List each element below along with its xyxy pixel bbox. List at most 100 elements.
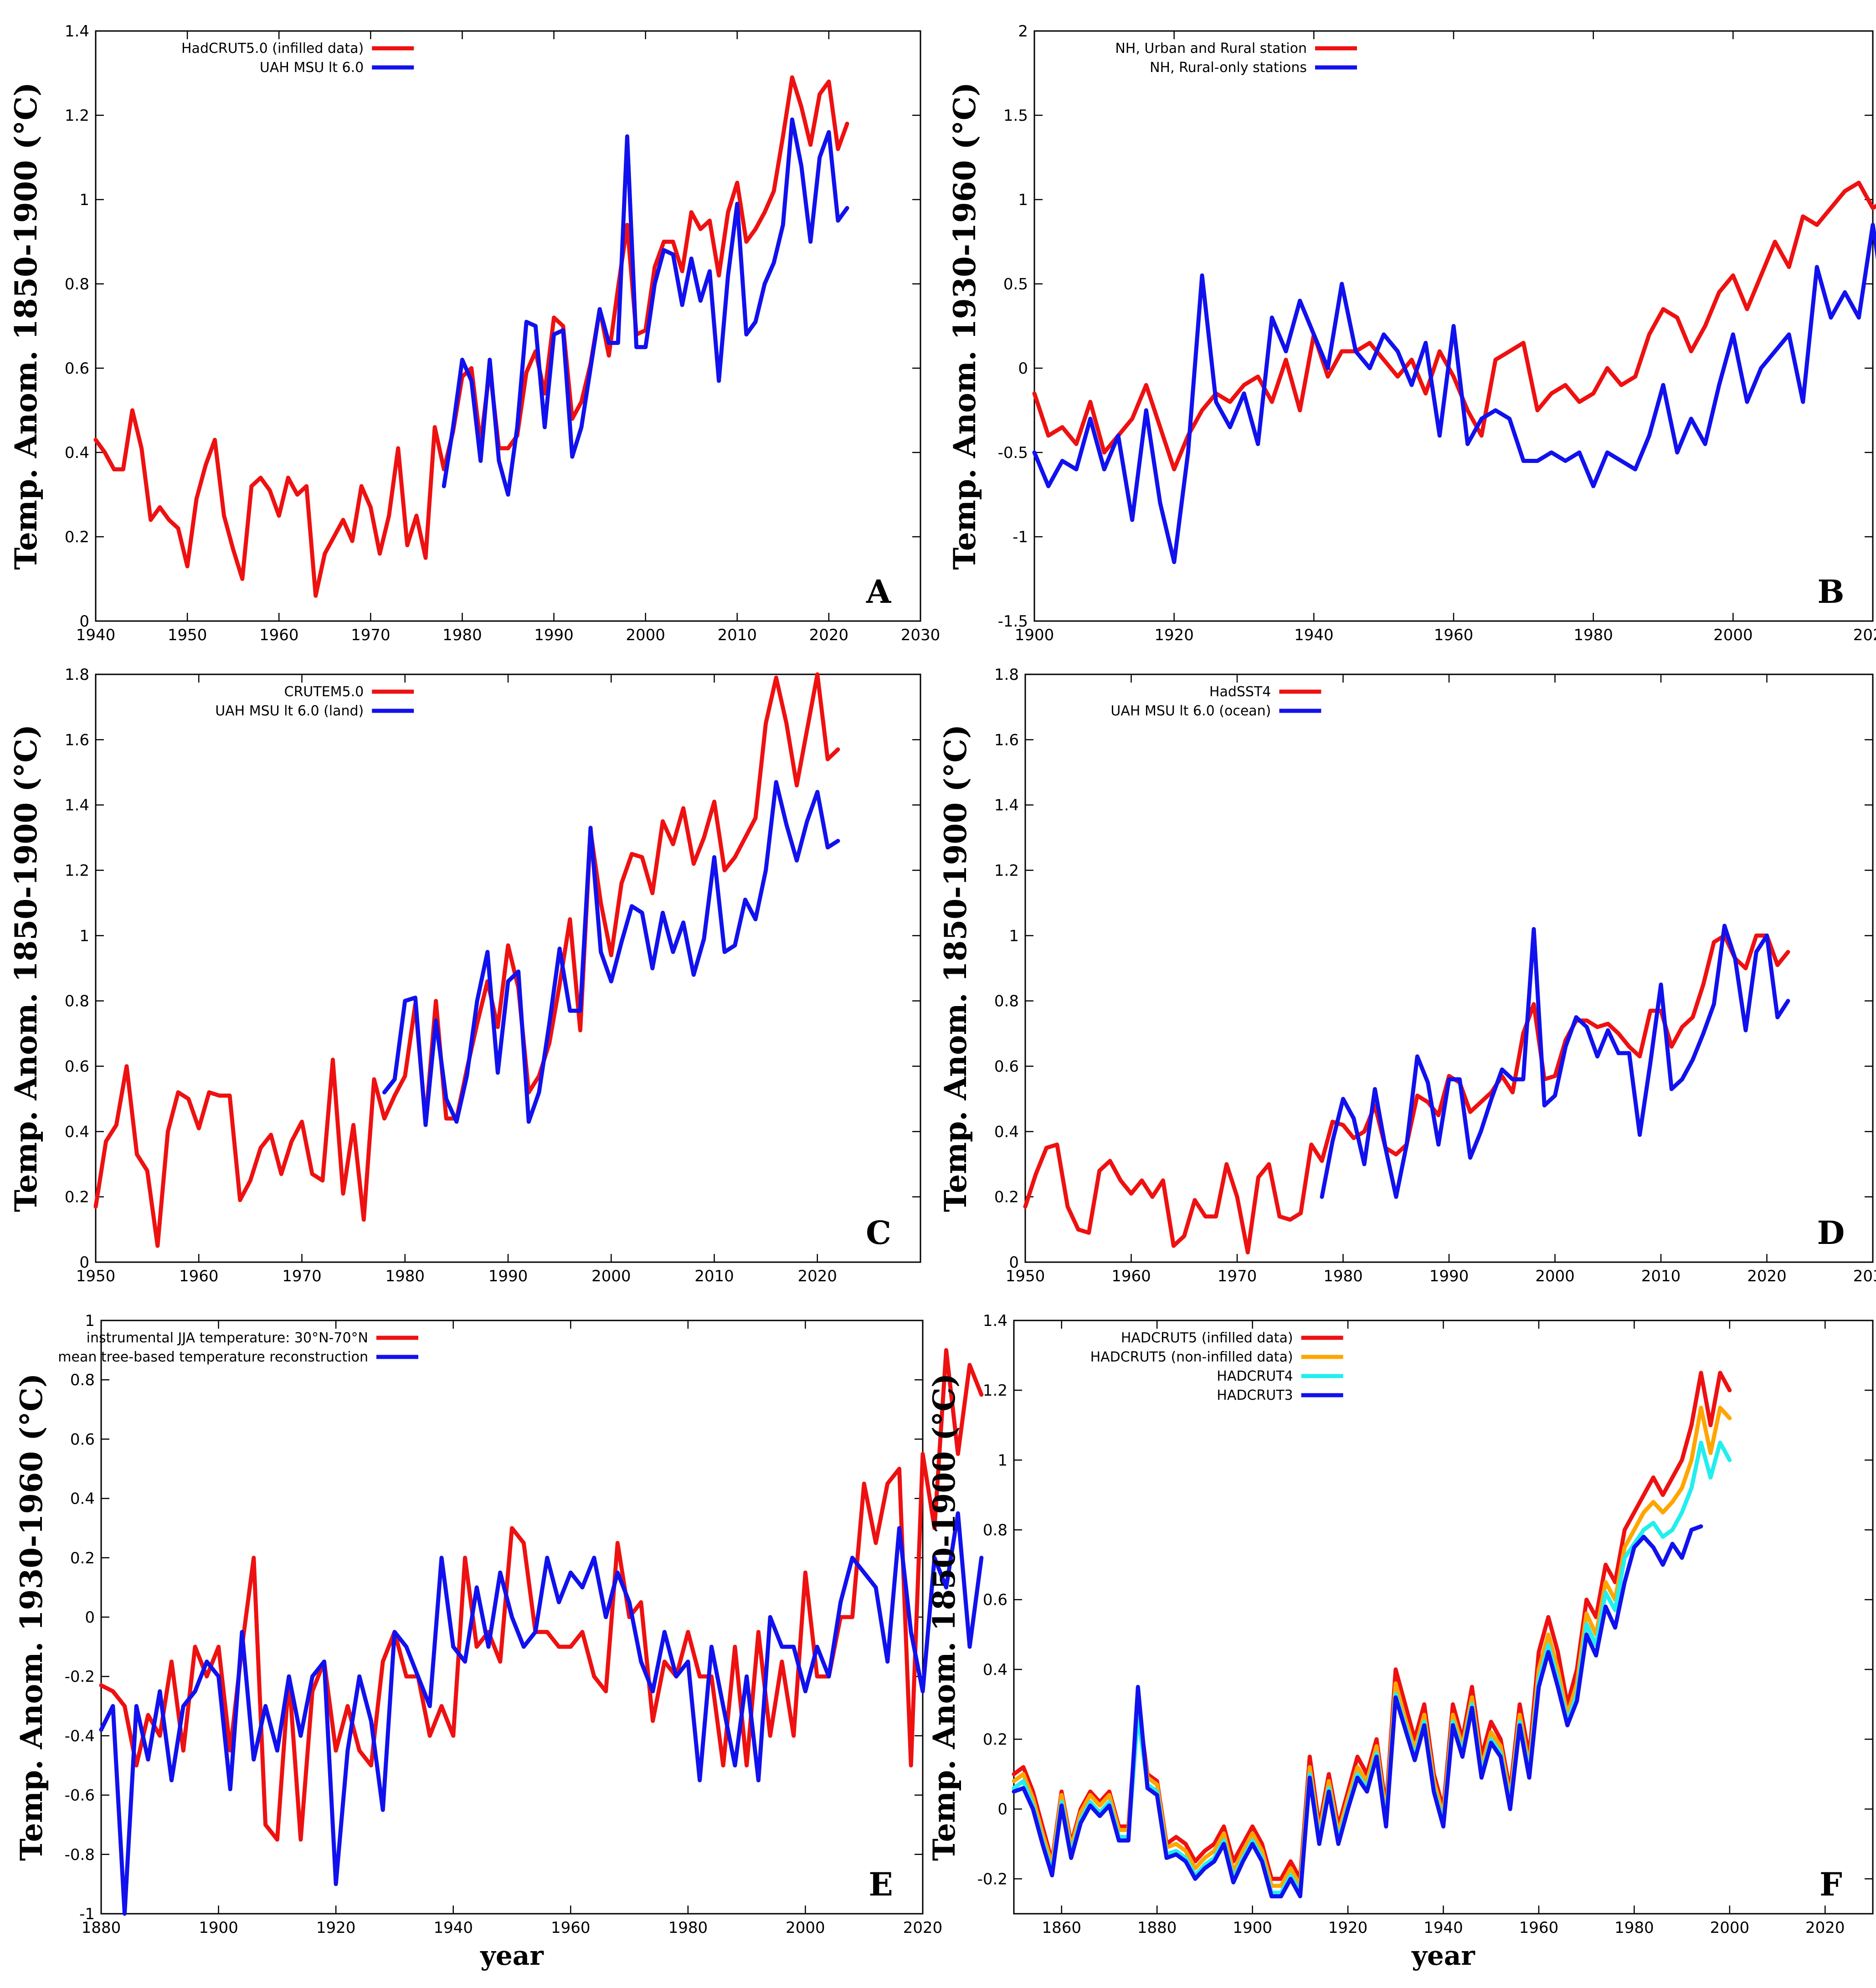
x-tick-label: 1960 [1111,1267,1151,1285]
y-tick-label: 1 [1018,191,1028,209]
x-tick-label: 1920 [1154,626,1194,644]
x-tick-label: 1980 [1323,1267,1363,1285]
x-tick-label: 1950 [1006,1267,1045,1285]
y-tick-label: 0 [997,1800,1007,1818]
x-tick-label: 1970 [282,1267,322,1285]
y-tick-label: 0 [85,1608,95,1627]
x-tick-label: 1980 [442,626,482,644]
x-tick-label: 1990 [488,1267,528,1285]
x-axis-label: year [480,1940,544,1971]
legend-label: HADCRUT5 (infilled data) [1121,1330,1293,1346]
y-tick-label: 0.4 [65,1123,89,1141]
y-tick-label: 1 [85,1312,95,1330]
x-tick-label: 1920 [316,1919,356,1937]
x-tick-label: 1980 [385,1267,425,1285]
series-line-a-0 [93,75,849,598]
y-tick-label: 1 [1009,927,1019,945]
y-tick-label: 0.5 [1003,275,1028,293]
y-tick-label: 1.4 [65,796,89,815]
series-line-d-1 [1320,924,1790,1199]
y-tick-label: 0.8 [65,275,89,293]
y-tick-label: 0.4 [994,1123,1019,1141]
y-tick-label: -0.8 [65,1846,95,1864]
x-tick-label: 1880 [1137,1919,1177,1937]
y-tick-label: -0.5 [998,444,1028,462]
series-line-f-1 [1012,1406,1732,1888]
legend-label: HadSST4 [1209,684,1271,700]
y-tick-label: 0.2 [70,1549,95,1567]
y-tick-label: 0.2 [983,1731,1007,1749]
y-tick-label: 0.2 [65,1188,89,1207]
y-axis-label: Temp. Anom. 1850-1900 (°C) [926,1373,962,1861]
y-tick-label: 0.6 [65,1058,89,1076]
x-tick-label: 2020 [797,1267,837,1285]
y-tick-label: 0.6 [70,1430,95,1449]
legend-label: CRUTEM5.0 [284,684,364,700]
y-tick-label: -0.4 [65,1727,95,1745]
y-tick-label: 1.2 [994,862,1019,880]
y-tick-label: 0.6 [65,360,89,378]
series-line-a-1 [442,117,849,497]
y-tick-label: -0.6 [65,1787,95,1805]
legend-label: UAH MSU lt 6.0 (ocean) [1110,703,1271,719]
x-tick-label: 1960 [1434,626,1474,644]
x-tick-label: 1900 [1233,1919,1272,1937]
y-tick-label: 0 [1009,1253,1019,1272]
x-tick-label: 2010 [694,1267,734,1285]
x-tick-label: 2000 [1713,626,1753,644]
y-tick-label: 1.6 [994,731,1019,749]
x-tick-label: 1900 [199,1919,238,1937]
x-tick-label: 2000 [591,1267,631,1285]
y-tick-label: 0.8 [65,992,89,1011]
y-axis-label: Temp. Anom. 1850-1900 (°C) [8,82,44,570]
legend-label: NH, Urban and Rural station [1115,41,1307,57]
panel-letter: A [866,573,892,611]
chart-panel-e: 1880 1900 1920 1940 1960 1980 2000 2020 -1 -0.8 -0… [14,1312,984,1971]
y-tick-label: 1.8 [994,666,1019,684]
x-tick-label: 2030 [1853,1267,1876,1285]
x-tick-label: 2020 [1747,1267,1787,1285]
y-tick-label: 1.6 [65,731,89,749]
x-tick-label: 1940 [1424,1919,1463,1937]
y-tick-label: 0 [79,612,89,631]
y-tick-label: 1.2 [65,107,89,125]
y-axis-label: Temp. Anom. 1850-1900 (°C) [938,724,973,1212]
y-tick-label: -1 [1013,528,1028,546]
x-tick-label: 1880 [82,1919,121,1937]
y-tick-label: 0.4 [70,1490,95,1508]
series-line-d-0 [1023,933,1790,1254]
x-tick-label: 1990 [1429,1267,1469,1285]
x-tick-label: 1940 [433,1919,473,1937]
x-tick-label: 1990 [534,626,574,644]
x-tick-label: 2020 [1805,1919,1845,1937]
x-tick-label: 1980 [1614,1919,1654,1937]
x-tick-label: 2020 [903,1919,943,1937]
x-tick-label: 1860 [1042,1919,1081,1937]
legend-label: NH, Rural-only stations [1150,60,1307,76]
x-tick-label: 1960 [179,1267,219,1285]
x-tick-label: 1900 [1015,626,1054,644]
x-tick-label: 1950 [76,1267,116,1285]
y-tick-label: 0 [79,1253,89,1272]
y-axis-label: Temp. Anom. 1850-1900 (°C) [8,724,44,1212]
y-tick-label: 1.4 [983,1312,1007,1330]
x-tick-label: 1940 [1294,626,1334,644]
y-tick-label: 1.2 [983,1382,1007,1400]
series-line-f-0 [1012,1371,1732,1881]
legend-label: HADCRUT3 [1217,1387,1293,1403]
x-tick-label: 2020 [1853,626,1876,644]
x-tick-label: 2010 [1641,1267,1681,1285]
x-tick-label: 1960 [259,626,299,644]
y-tick-label: -0.2 [65,1668,95,1686]
x-tick-label: 1970 [1218,1267,1257,1285]
y-tick-label: 1 [997,1451,1007,1469]
y-tick-label: 0.4 [983,1661,1007,1679]
y-tick-label: 0.8 [994,992,1019,1011]
series-line-c-0 [93,672,840,1248]
panel-letter: F [1819,1865,1842,1903]
y-tick-label: 1.8 [65,666,89,684]
x-tick-label: 1960 [1519,1919,1559,1937]
x-tick-label: 2000 [1535,1267,1575,1285]
x-tick-label: 2000 [1710,1919,1750,1937]
x-tick-label: 1970 [351,626,391,644]
